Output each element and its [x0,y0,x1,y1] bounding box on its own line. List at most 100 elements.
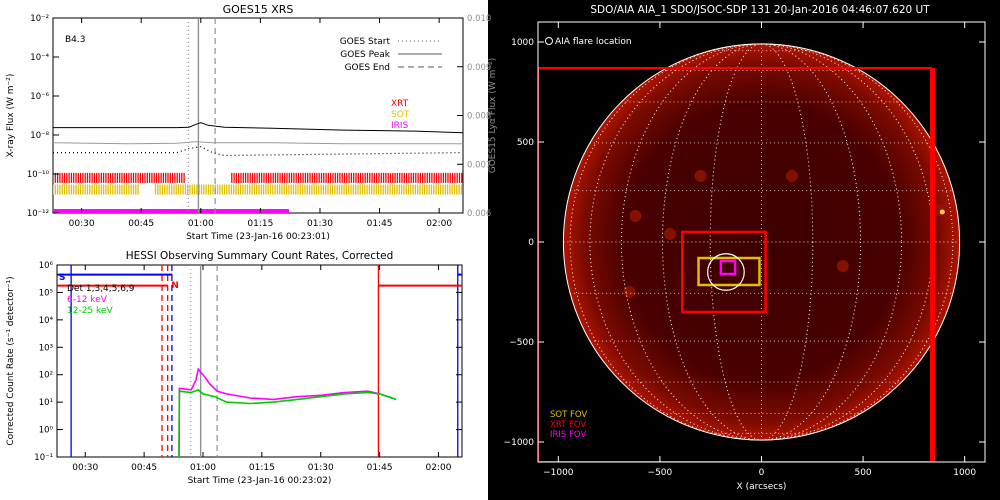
hessi-series-6-12 keV [178,367,397,457]
coverage-bar-sot [53,184,139,195]
solar-limb [562,43,961,441]
hessi-panel: HESSI Observing Summary Count Rates, Cor… [6,250,463,486]
goes-xrs-panel: GOES15 XRS B4.3 00:30 00:45 01:00 01:15 01:30 0… [6,3,498,242]
y-axis-label: X-ray Flux (W m⁻²) [6,74,16,158]
y2-tick-label: 0.009 [467,63,491,73]
active-region [836,260,849,272]
y-tick-label: 10⁻⁴ [30,53,49,63]
axes: −1000 −500 0 500 1000 1000 500 0 −500 −1000 [504,21,986,478]
y-tick-label: 10⁻⁶ [30,92,49,102]
x-axis-label: Start Time (23-Jan-16 00:23:01) [186,232,330,242]
legend-label: 12-25 keV [67,306,113,316]
y-tick-label: 10⁶ [39,261,54,271]
flare-location-legend-label: AIA flare location [555,37,632,47]
y-tick-label: 10⁴ [39,316,54,326]
longitude-line [709,43,814,441]
goes-class-label: B4.3 [65,35,86,45]
goes-series-2 [53,146,463,157]
annotation-s: S [59,273,65,283]
coverage-bar-xrt [53,172,185,183]
y-axis-label: Corrected Count Rate (s⁻¹ detector⁻¹) [6,276,16,445]
annotation-n: N [171,281,179,291]
y-tick-label: 10⁰ [39,426,54,436]
active-region [623,286,636,298]
x-tick-label: 00:30 [72,463,98,473]
y-tick-label: 10³ [39,343,53,353]
x-tick-label: 01:00 [190,463,216,473]
y-tick-label: 10¹ [39,398,53,408]
bright-point [939,209,945,215]
fov-legend-label: IRIS FOV [550,430,586,440]
plot-area [538,31,972,462]
chart-title: GOES15 XRS [223,3,294,16]
x-tick-label: 02:00 [426,219,452,229]
x-tick-label: 01:45 [367,219,393,229]
y-tick-label: 10² [39,371,53,381]
y-tick-label: 10⁻⁸ [30,131,49,141]
y-tick-label: −1000 [504,438,535,448]
chart-title: HESSI Observing Summary Count Rates, Cor… [126,250,394,262]
y2-tick-label: 0.006 [467,209,491,219]
x-tick-label: 00:45 [128,219,154,229]
flare-location-legend-icon [545,37,553,45]
x-tick-label: −1000 [543,468,574,478]
legend-label: Det 1,3,4,5,6,9 [67,284,135,294]
active-region [664,228,677,240]
fov-box-xrt-fov [681,230,767,314]
y-tick-label: 10⁻¹² [27,209,49,219]
x-tick-label: 01:00 [188,219,214,229]
y-tick-label: 10⁻¹ [34,453,53,463]
coverage-bar-xrt [231,172,463,183]
instrument-legend-label: SOT [391,110,410,120]
y2-tick-label: 0.008 [467,112,491,122]
legend-label: GOES Peak [340,50,390,60]
goes-series-0 [53,122,463,134]
plot-area [57,265,462,457]
coverage-bar-iris [53,209,289,213]
active-region [629,210,642,222]
active-region [694,170,707,182]
legend-label: GOES Start [340,37,391,47]
y-tick-label: 10⁵ [39,288,53,298]
x-tick-label: 00:30 [69,219,95,229]
x-tick-label: 01:15 [249,463,275,473]
longitude-line [620,43,903,441]
fov-legend-label: XRT FOV [550,420,586,430]
flare-location-circle [707,253,745,291]
y-tick-label: −500 [509,338,534,348]
x-tick-label: 500 [854,468,871,478]
x-tick-label: −500 [648,468,673,478]
longitude-line [661,43,862,441]
fov-legend-label: SOT FOV [550,410,587,420]
hessi-series-12-25 keV [178,388,397,457]
instrument-legend-label: IRIS [391,121,409,131]
y2-axis-label: GOES15 Lyα Flux (W m⁻²) [488,58,498,174]
x-tick-label: 00:45 [131,463,157,473]
chart-title: SDO/AIA AIA_1 SDO/JSOC-SDP 131 20-Jan-20… [590,4,930,16]
x-tick-label: 01:15 [247,219,273,229]
instrument-legend-label: XRT [391,99,409,109]
legend-label: GOES End [345,63,390,73]
x-tick-label: 01:30 [308,463,334,473]
fov-box-iris-fov [719,259,737,276]
xrt-fov-edge [930,68,936,462]
x-tick-label: 1000 [953,468,976,478]
fov-box-sot-fov [697,256,761,287]
x-axis-label: X (arcsecs) [737,482,787,492]
x-tick-label: 01:30 [307,219,333,229]
x-tick-label: 02:00 [425,463,451,473]
legend-label: 6-12 keV [67,295,108,305]
goes-series-1 [53,141,463,145]
y-tick-label: 0 [528,238,534,248]
aia-panel: SDO/AIA AIA_1 SDO/JSOC-SDP 131 20-Jan-20… [504,4,986,492]
y-tick-label: 10⁻¹⁰ [27,170,50,180]
y-tick-label: 10⁻² [30,14,49,24]
x-tick-label: 0 [759,468,765,478]
y2-tick-label: 0.010 [467,14,491,24]
x-axis-label: Start Time (23-Jan-16 00:23:02) [188,476,332,486]
longitude-line [569,43,954,441]
y-tick-label: 1000 [511,38,534,48]
coverage-bar-sot [154,184,463,195]
y-tick-label: 500 [517,138,534,148]
